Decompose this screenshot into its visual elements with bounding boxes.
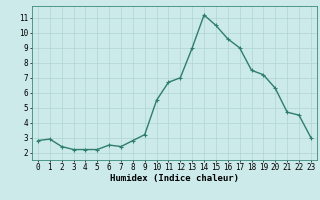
- X-axis label: Humidex (Indice chaleur): Humidex (Indice chaleur): [110, 174, 239, 183]
